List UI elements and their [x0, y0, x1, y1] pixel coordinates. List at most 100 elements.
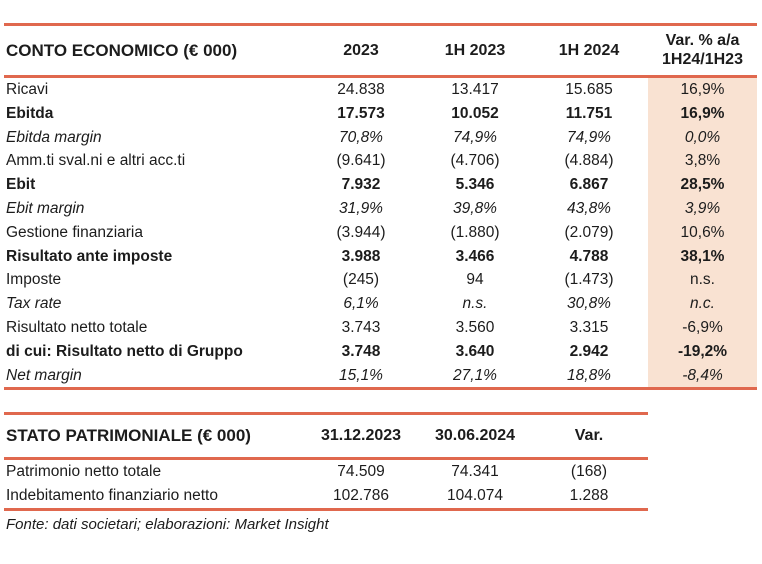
cell-var: (168) — [570, 463, 608, 481]
column-header-30-06-2024: 30.06.2024 — [420, 412, 530, 461]
cell-var: 28,5% — [648, 173, 757, 197]
cell-2023: 6,1% — [343, 295, 379, 313]
row-label: Tax rate — [6, 295, 62, 313]
cell-2023: (245) — [342, 271, 380, 289]
conto-header: CONTO ECONOMICO (€ 000) 2023 1H 2023 1H … — [4, 23, 757, 78]
row-label: Risultato ante imposte — [6, 247, 173, 265]
cell-var: 1.288 — [530, 484, 648, 512]
column-header-var: Var. — [530, 412, 648, 461]
cell-1h2024: 6.867 — [569, 176, 609, 194]
cell-2023: 3.743 — [341, 318, 381, 336]
cell-1h2023: 3.466 — [455, 247, 495, 265]
stato-body: Patrimonio netto totale 74.509 74.341 (1… — [4, 459, 648, 512]
conto-body: Ricavi 24.838 13.417 15.685 16,9% Ebitda… — [4, 76, 757, 391]
cell-var: -8,4% — [648, 363, 757, 391]
row-label: Ebit — [6, 176, 36, 194]
cell-1h2024: 15.685 — [565, 81, 613, 98]
cell-2023: 7.932 — [341, 176, 381, 194]
conto-header-row: CONTO ECONOMICO (€ 000) 2023 1H 2023 1H … — [4, 23, 757, 78]
table-row: Indebitamento finanziario netto 102.786 … — [4, 484, 648, 512]
row-label: Risultato netto totale — [6, 318, 148, 336]
table-row: Risultato netto totale 3.743 3.560 3.315… — [4, 315, 757, 340]
stato-title: STATO PATRIMONIALE (€ 000) — [4, 412, 302, 461]
conto-title: CONTO ECONOMICO (€ 000) — [4, 23, 302, 78]
stato-header: STATO PATRIMONIALE (€ 000) 31.12.2023 30… — [4, 412, 648, 461]
cell-1h2024: 11.751 — [565, 104, 613, 122]
cell-2023: 70,8% — [339, 128, 383, 146]
table-stato-patrimoniale: STATO PATRIMONIALE (€ 000) 31.12.2023 30… — [4, 412, 648, 512]
table-row: Ebitda 17.573 10.052 11.751 16,9% — [4, 101, 757, 126]
table-row: Gestione finanziaria (3.944) (1.880) (2.… — [4, 220, 757, 245]
cell-31-12-2023: 74.509 — [337, 463, 385, 481]
cell-var: 16,9% — [648, 101, 757, 126]
column-header-2023: 2023 — [302, 23, 420, 78]
cell-1h2023: 13.417 — [451, 81, 499, 98]
row-label: di cui: Risultato netto di Gruppo — [6, 342, 243, 360]
cell-1h2024: 74,9% — [567, 128, 611, 146]
cell-30-06-2024: 74.341 — [451, 463, 499, 481]
cell-var: 3,9% — [648, 196, 757, 221]
column-header-1h2024: 1H 2024 — [530, 23, 648, 78]
cell-var: 10,6% — [648, 220, 757, 245]
table-row: Ricavi 24.838 13.417 15.685 16,9% — [4, 76, 757, 102]
cell-1h2024: 2.942 — [569, 342, 609, 360]
cell-1h2023: 3.560 — [455, 318, 495, 336]
table-row: Risultato ante imposte 3.988 3.466 4.788… — [4, 244, 757, 269]
cell-1h2024: 4.788 — [569, 247, 609, 265]
cell-2023: (3.944) — [336, 223, 386, 241]
row-label: Ebitda — [6, 104, 54, 122]
cell-2023: (9.641) — [336, 152, 386, 170]
cell-var: 0,0% — [648, 125, 757, 150]
table-row: Net margin 15,1% 27,1% 18,8% -8,4% — [4, 363, 757, 391]
cell-2023: 3.988 — [341, 247, 381, 265]
cell-1h2023: 94 — [466, 271, 484, 289]
cell-1h2023: 27,1% — [420, 363, 530, 391]
row-label: Ricavi — [6, 81, 49, 98]
cell-1h2024: (2.079) — [564, 223, 614, 241]
cell-1h2023: 39,8% — [453, 199, 497, 217]
row-label: Gestione finanziaria — [6, 223, 143, 241]
row-label: Ebitda margin — [6, 128, 102, 146]
cell-var: n.s. — [648, 268, 757, 293]
cell-1h2024: 30,8% — [567, 295, 611, 313]
table-row: Ebit margin 31,9% 39,8% 43,8% 3,9% — [4, 196, 757, 221]
column-header-1h2023: 1H 2023 — [420, 23, 530, 78]
cell-var: -19,2% — [648, 339, 757, 364]
cell-1h2023: 74,9% — [453, 128, 497, 146]
cell-31-12-2023: 102.786 — [302, 484, 420, 512]
cell-1h2024: 43,8% — [567, 199, 611, 217]
cell-2023: 15,1% — [302, 363, 420, 391]
table-row: Imposte (245) 94 (1.473) n.s. — [4, 268, 757, 293]
row-label: Imposte — [6, 271, 62, 289]
cell-1h2023: (4.706) — [450, 152, 500, 170]
row-label: Patrimonio netto totale — [6, 463, 162, 481]
cell-1h2023: 10.052 — [451, 104, 499, 122]
row-label: Net margin — [4, 363, 302, 391]
cell-1h2024: (1.473) — [564, 271, 614, 289]
cell-1h2023: n.s. — [462, 295, 488, 313]
cell-var: -6,9% — [648, 315, 757, 340]
cell-var: n.c. — [648, 292, 757, 316]
table-row: Ebit 7.932 5.346 6.867 28,5% — [4, 173, 757, 197]
table-row: Patrimonio netto totale 74.509 74.341 (1… — [4, 459, 648, 485]
page: CONTO ECONOMICO (€ 000) 2023 1H 2023 1H … — [4, 23, 757, 533]
column-header-var: Var. % a/a 1H24/1H23 — [648, 23, 757, 78]
row-label: Ebit margin — [6, 199, 85, 217]
cell-var: 3,8% — [648, 149, 757, 174]
source-note: Fonte: dati societari; elaborazioni: Mar… — [6, 516, 329, 534]
cell-2023: 31,9% — [339, 199, 383, 217]
table-row: Amm.ti sval.ni e altri acc.ti (9.641) (4… — [4, 149, 757, 174]
table-row: Ebitda margin 70,8% 74,9% 74,9% 0,0% — [4, 125, 757, 150]
cell-2023: 17.573 — [337, 104, 385, 122]
row-label: Indebitamento finanziario netto — [4, 484, 302, 512]
cell-1h2024: 3.315 — [569, 318, 609, 336]
table-conto-economico: CONTO ECONOMICO (€ 000) 2023 1H 2023 1H … — [4, 23, 757, 391]
row-label: Amm.ti sval.ni e altri acc.ti — [6, 152, 186, 170]
cell-1h2024: (4.884) — [564, 152, 614, 170]
cell-2023: 24.838 — [337, 81, 385, 98]
cell-1h2024: 18,8% — [530, 363, 648, 391]
table-row: di cui: Risultato netto di Gruppo 3.748 … — [4, 339, 757, 364]
stato-header-row: STATO PATRIMONIALE (€ 000) 31.12.2023 30… — [4, 412, 648, 461]
table-row: Tax rate 6,1% n.s. 30,8% n.c. — [4, 292, 757, 316]
cell-var: 16,9% — [648, 76, 757, 102]
